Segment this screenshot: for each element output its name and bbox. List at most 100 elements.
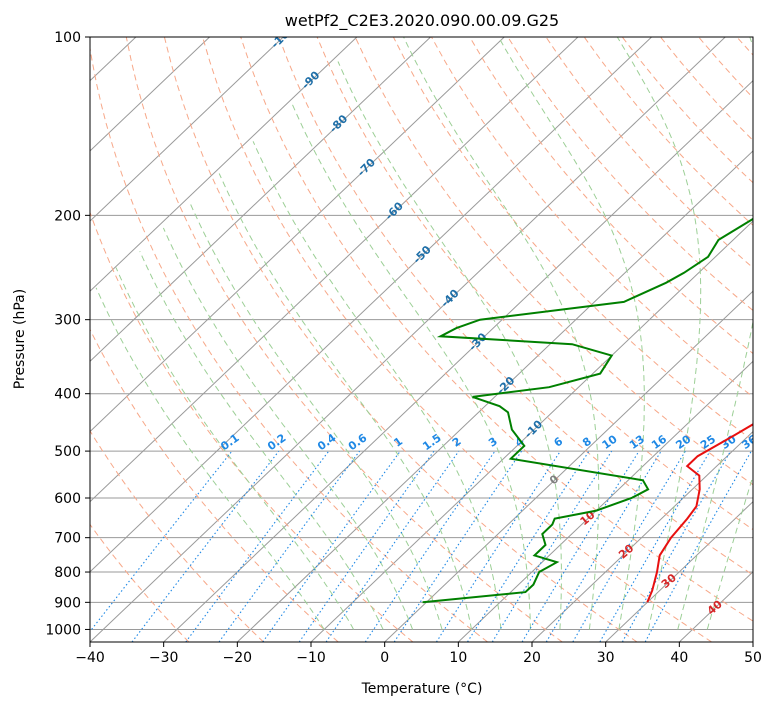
chart-title: wetPf2_C2E3.2020.090.00.09.G25 xyxy=(285,11,559,31)
y-tick-label: 500 xyxy=(54,444,81,460)
mixing-ratio-label: 20 xyxy=(673,432,693,452)
mixing-ratio-label: 16 xyxy=(649,432,669,452)
mixing-ratio-line xyxy=(262,450,401,642)
profile-line xyxy=(646,423,753,603)
moist-adiabat xyxy=(162,227,414,630)
mixing-ratio-line xyxy=(644,450,752,642)
isotherm-line xyxy=(678,571,753,642)
mixing-ratio-line xyxy=(131,450,280,642)
mixing-ratio-label: 6 xyxy=(552,435,566,450)
isotherm-line xyxy=(236,150,753,642)
dry-adiabat xyxy=(125,37,563,642)
mixing-ratio-line xyxy=(325,450,460,642)
y-tick-label: 800 xyxy=(54,565,81,581)
moist-adiabat xyxy=(95,287,325,630)
isotherm-line xyxy=(90,37,431,363)
x-tick-label: −10 xyxy=(296,650,326,666)
x-tick-label: −20 xyxy=(223,650,253,666)
mixing-ratio-label: 1 xyxy=(391,435,405,450)
isotherm-line xyxy=(90,37,652,573)
mixing-ratio-line xyxy=(185,450,330,642)
moist-adiabat xyxy=(498,37,645,630)
dry-adiabat xyxy=(240,37,753,622)
y-tick-label: 200 xyxy=(54,208,81,224)
dry-adiabat xyxy=(163,37,638,642)
isotherm-line xyxy=(90,37,284,222)
moist-adiabat xyxy=(218,173,472,630)
mixing-ratio-line xyxy=(467,450,590,642)
dry-adiabat xyxy=(698,37,753,99)
dry-adiabat xyxy=(431,37,753,398)
isotherm-line xyxy=(90,37,505,433)
x-tick-label: 10 xyxy=(449,650,467,666)
moist-adiabat xyxy=(139,251,384,630)
moist-adiabat xyxy=(403,37,600,630)
y-tick-label: 1000 xyxy=(45,622,81,638)
axes: −40 −30 −20 −10 0 10 20 30 40 5010020030040050060… xyxy=(45,30,762,666)
mixing-ratio-label: 36 xyxy=(739,432,759,452)
dry-adiabat xyxy=(316,37,753,531)
mixing-ratio-label: 0.1 xyxy=(218,431,241,453)
dry-adiabat xyxy=(278,37,753,576)
plot-frame xyxy=(89,36,754,643)
isotherm-line xyxy=(90,37,210,152)
y-axis-label: Pressure (hPa) xyxy=(12,289,28,389)
mixing-ratio-label: 25 xyxy=(698,433,718,452)
dry-adiabat xyxy=(507,37,753,312)
moist-adiabat xyxy=(706,474,753,630)
mixing-ratio-line xyxy=(621,450,732,642)
mixing-ratio-label: 3 xyxy=(486,435,500,450)
y-tick-label: 900 xyxy=(54,595,81,611)
mixing-ratio-label: 0.2 xyxy=(265,431,288,453)
moist-adiabat xyxy=(189,201,443,630)
moist-adiabat xyxy=(252,141,502,630)
dry-adiabat xyxy=(392,37,753,442)
dry-adiabat xyxy=(354,37,753,486)
x-tick-label: 30 xyxy=(597,650,615,666)
x-tick-label: 0 xyxy=(380,650,389,666)
dry-adiabat xyxy=(90,211,414,642)
x-tick-label: −30 xyxy=(149,650,179,666)
isotherm-line xyxy=(90,37,726,642)
mixing-ratio-line xyxy=(218,450,361,642)
y-tick-label: 300 xyxy=(54,313,81,329)
x-axis-label: Temperature (°C) xyxy=(361,681,483,697)
y-tick-label: 600 xyxy=(54,491,81,507)
x-tick-label: 40 xyxy=(670,650,688,666)
isotherm-line xyxy=(310,220,753,642)
profile-line xyxy=(422,217,753,604)
dry-adiabat xyxy=(583,37,753,226)
y-tick-label: 100 xyxy=(54,30,81,46)
moist-adiabat xyxy=(616,37,702,630)
isotherm-line xyxy=(90,37,579,503)
mixing-ratio-line xyxy=(298,450,435,642)
x-tick-label: 20 xyxy=(523,650,541,666)
isotherm-line xyxy=(457,360,753,642)
moist-adiabat xyxy=(337,61,562,630)
isotherm-line xyxy=(384,290,753,642)
isotherm-line xyxy=(0,37,62,642)
mixing-ratio-line xyxy=(90,450,233,633)
mixing-ratio-line xyxy=(599,450,711,642)
dry-adiabat xyxy=(90,523,190,642)
isotherm-line xyxy=(605,500,753,642)
mixing-ratio-line xyxy=(393,450,523,642)
dry-adiabat xyxy=(736,37,753,56)
moist-adiabat xyxy=(115,267,355,630)
mixing-ratio-line xyxy=(435,450,561,642)
x-tick-label: 50 xyxy=(744,650,762,666)
y-tick-label: 700 xyxy=(54,531,81,547)
dry-adiabat xyxy=(90,429,264,642)
isotherm-line xyxy=(752,641,753,642)
mixing-ratio-label: 10 xyxy=(600,432,620,452)
x-tick-label: −40 xyxy=(75,650,105,666)
mixing-ratio-label: 2 xyxy=(450,435,464,450)
isotherm-line xyxy=(531,430,753,642)
dry-adiabat xyxy=(90,45,488,642)
isotherm-line xyxy=(90,37,358,292)
moist-adiabat xyxy=(677,37,753,630)
mixing-ratio-line xyxy=(521,450,640,642)
mixing-ratio-line xyxy=(364,450,496,642)
plot-area: 0.1 0.2 0.4 0.6 1 1.5 2 3 4 6 8 10 13 16 20 25 30 36-100-… xyxy=(0,37,759,642)
